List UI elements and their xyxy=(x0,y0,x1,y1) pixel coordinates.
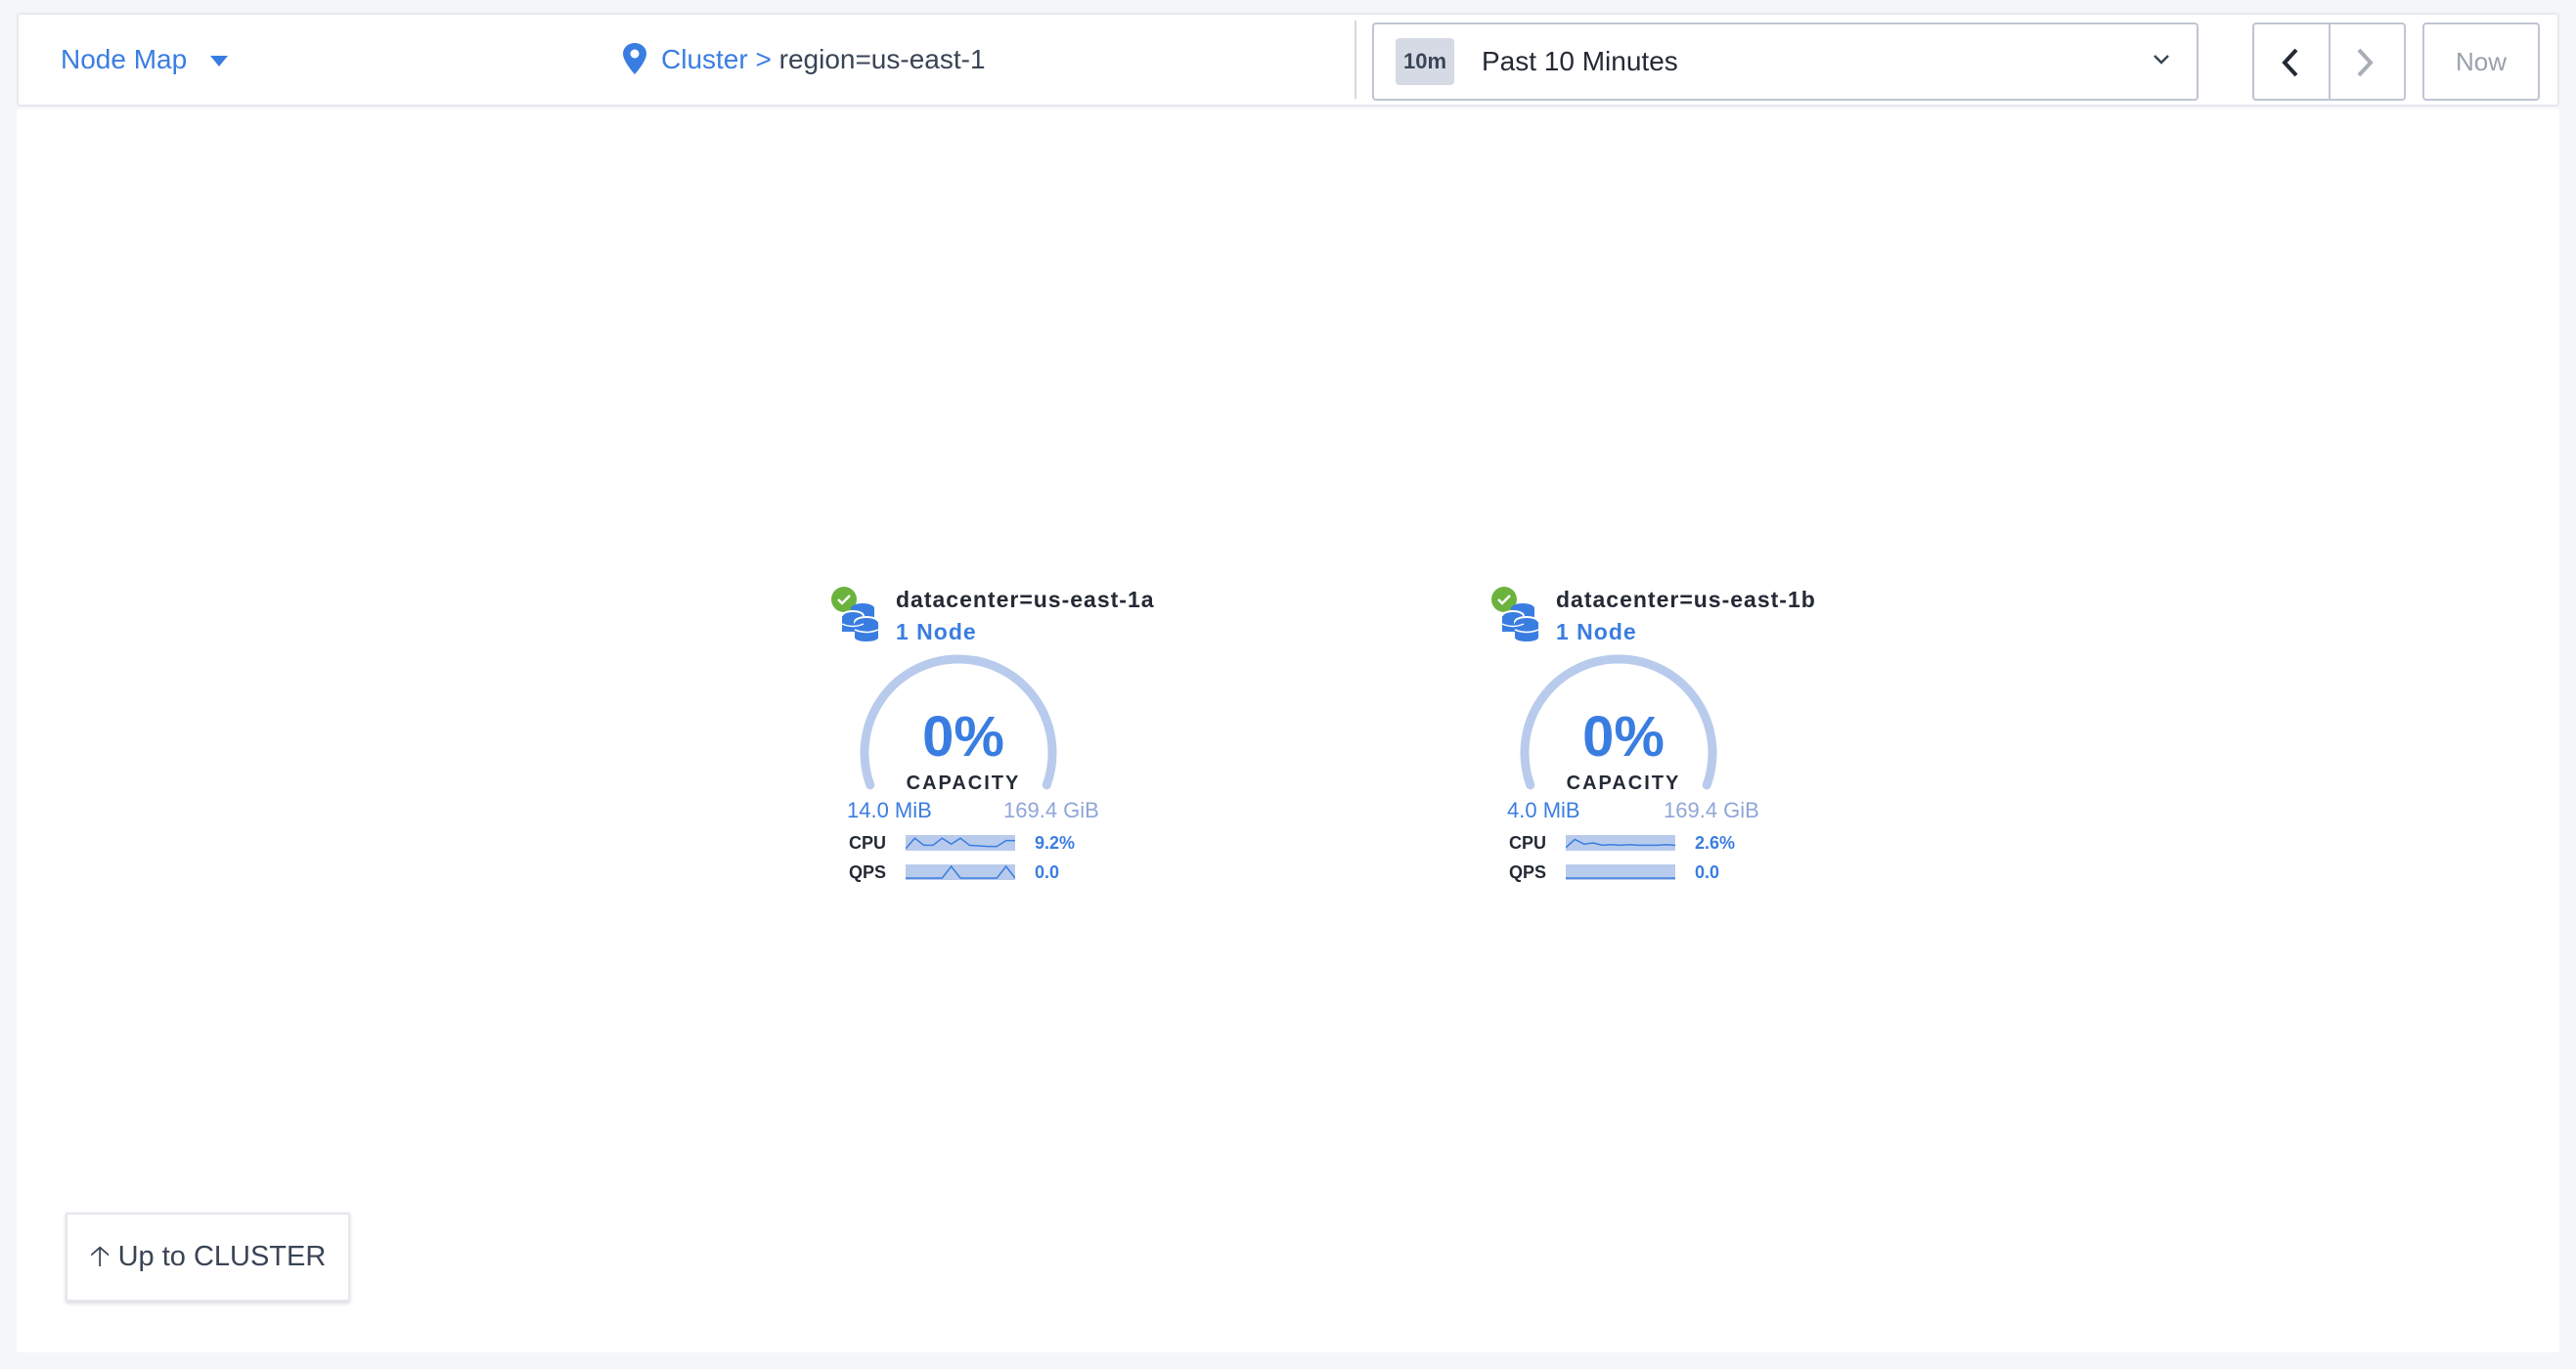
cpu-sparkline xyxy=(906,835,1015,851)
qps-label: QPS xyxy=(1509,862,1547,882)
cpu-label: CPU xyxy=(1509,833,1547,853)
up-to-cluster-button[interactable]: 🡡 Up to CLUSTER xyxy=(66,1213,350,1302)
chevron-right-icon[interactable] xyxy=(2354,48,2376,77)
capacity-label: CAPACITY xyxy=(906,773,1021,794)
time-range-badge: 10m xyxy=(1396,38,1454,85)
breadcrumb-separator: > xyxy=(755,44,772,74)
capacity-label: CAPACITY xyxy=(1566,773,1681,794)
qps-sparkline-line xyxy=(906,864,1015,879)
cpu-sparkline-line xyxy=(1566,838,1675,849)
caret-down-icon[interactable] xyxy=(210,56,228,66)
database-icon xyxy=(1501,603,1539,641)
time-range-select[interactable]: 10m Past 10 Minutes xyxy=(1372,22,2198,101)
capacity-percent: 0% xyxy=(1582,705,1665,769)
qps-sparkline xyxy=(906,864,1015,880)
qps-value: 0.0 xyxy=(1035,862,1060,882)
map-pin-icon xyxy=(623,43,646,74)
view-selector[interactable]: Node Map xyxy=(61,44,188,74)
breadcrumb: Cluster > region=us-east-1 xyxy=(661,44,986,75)
locality-name[interactable]: datacenter=us-east-1a xyxy=(896,587,1155,612)
chevron-left-icon[interactable] xyxy=(2280,48,2301,77)
cpu-value: 2.6% xyxy=(1695,833,1736,853)
total-capacity: 169.4 GiB xyxy=(1664,798,1759,822)
qps-sparkline xyxy=(1566,864,1675,880)
breadcrumb-current: region=us-east-1 xyxy=(778,44,986,74)
qps-label: QPS xyxy=(849,862,887,882)
cpu-value: 9.2% xyxy=(1035,833,1076,853)
node-map-canvas xyxy=(17,109,2559,1352)
chevron-down-icon xyxy=(2154,55,2169,65)
qps-value: 0.0 xyxy=(1695,862,1720,882)
node-count: 1 Node xyxy=(896,619,977,644)
divider xyxy=(1355,21,1356,99)
up-to-cluster-label: Up to CLUSTER xyxy=(117,1241,327,1272)
breadcrumb-cluster[interactable]: Cluster xyxy=(661,44,748,74)
cpu-label: CPU xyxy=(849,833,887,853)
now-button[interactable]: Now xyxy=(2422,22,2540,101)
time-nav xyxy=(2252,22,2406,101)
locality-name[interactable]: datacenter=us-east-1b xyxy=(1556,587,1816,612)
top-bar: Node Map Cluster > region=us-east-1 10m … xyxy=(17,13,2559,107)
used-capacity: 4.0 MiB xyxy=(1507,798,1580,822)
total-capacity: 169.4 GiB xyxy=(1003,798,1099,822)
divider xyxy=(2329,24,2331,99)
time-range-label: Past 10 Minutes xyxy=(1482,46,1678,76)
locality-node[interactable]: datacenter=us-east-1a 1 Node 0% CAPACITY… xyxy=(831,587,1222,900)
arrow-up-icon: 🡡 xyxy=(89,1241,111,1272)
healthy-check-icon xyxy=(831,587,857,612)
cpu-sparkline xyxy=(1566,835,1675,851)
database-icon xyxy=(841,603,879,641)
capacity-gauge xyxy=(1520,654,1717,790)
capacity-percent: 0% xyxy=(922,705,1004,769)
capacity-gauge xyxy=(860,654,1057,790)
used-capacity: 14.0 MiB xyxy=(847,798,932,822)
cpu-sparkline-line xyxy=(906,837,1015,850)
locality-node[interactable]: datacenter=us-east-1b 1 Node 0% CAPACITY… xyxy=(1491,587,1883,900)
node-count: 1 Node xyxy=(1556,619,1637,644)
